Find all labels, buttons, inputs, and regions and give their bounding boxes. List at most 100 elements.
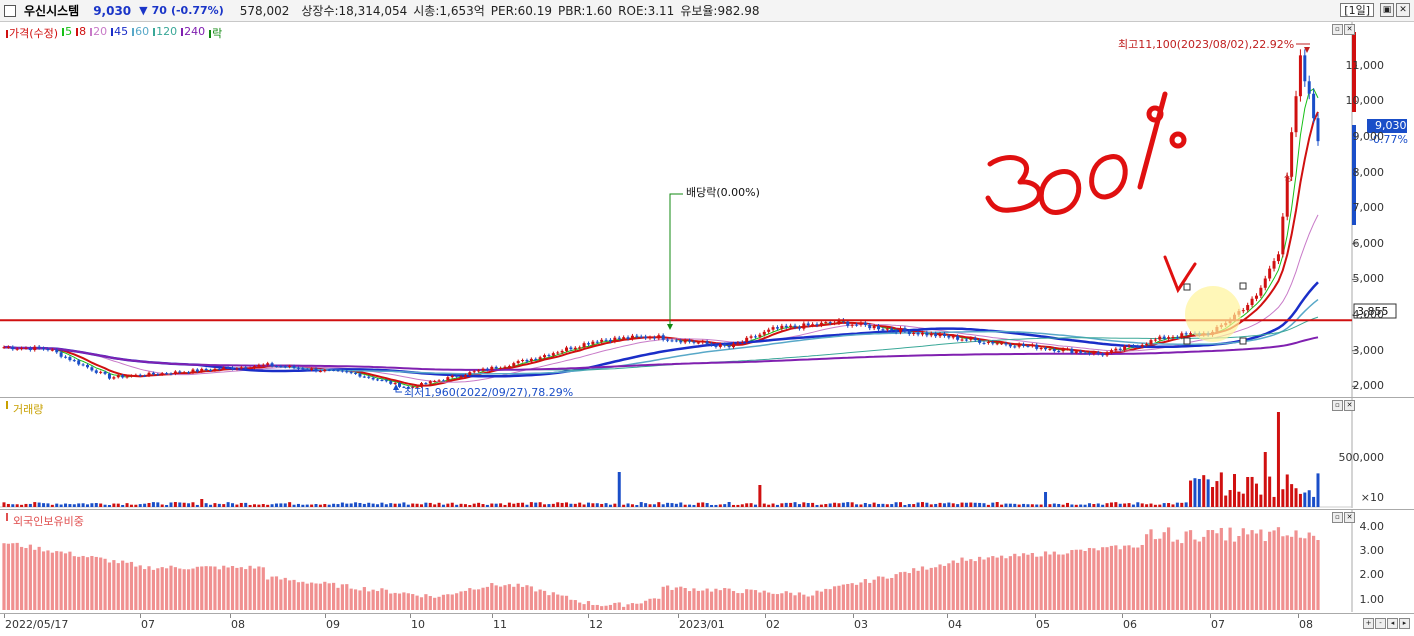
foreign-bar (340, 584, 344, 610)
foreign-bar (107, 562, 112, 610)
volume-panel[interactable]: 거래량 ▫ ✕ 500,000 ×10 (0, 397, 1414, 509)
candle (674, 340, 678, 342)
candle (811, 324, 815, 326)
stock-name[interactable]: 우신시스템 (24, 4, 80, 18)
foreign-bar (872, 579, 876, 610)
candle (1153, 339, 1157, 341)
volume-bar (881, 503, 885, 507)
foreign-bar (1021, 553, 1026, 610)
roe-value: ROE:3.11 (618, 3, 675, 18)
reset-icon[interactable]: ▸ (1399, 618, 1410, 629)
restore-icon[interactable]: ▣ (1380, 3, 1394, 17)
candle (503, 366, 507, 368)
candle (279, 366, 283, 368)
candle (551, 353, 555, 356)
panel-close-icon[interactable]: ✕ (1344, 512, 1355, 523)
candle (1039, 348, 1043, 350)
foreign-bar (591, 605, 595, 610)
candle (745, 337, 749, 342)
candle (560, 350, 564, 353)
price-tick: 4,000 (1352, 308, 1385, 322)
volume-bar (340, 502, 344, 507)
volume-bar (160, 504, 164, 507)
foreign-bar (1232, 541, 1237, 610)
price-panel[interactable]: 가격(수정) 5 8 20 45 60 120 240 락 ▫ ✕ 최고11,100(2023/… (0, 22, 1414, 399)
volume-bar (916, 502, 920, 507)
candle (797, 327, 801, 329)
foreign-bar (1109, 545, 1114, 610)
price-legend-item[interactable]: 가격(수정) (6, 25, 58, 41)
volume-bar (419, 504, 423, 507)
select-checkbox[interactable] (4, 4, 16, 17)
market-cap: 시총:1,653억 (413, 4, 485, 18)
foreign-bar (973, 561, 977, 610)
zoom-out-icon[interactable]: - (1375, 618, 1386, 629)
price-legend-item[interactable]: 8 (76, 25, 86, 41)
volume-bar (907, 504, 911, 507)
foreign-bar (226, 567, 230, 610)
candle (925, 332, 929, 336)
panel-close-icon[interactable]: ✕ (1344, 400, 1355, 411)
x-tick-label: 06 (1123, 618, 1137, 631)
price-legend-item[interactable]: 45 (111, 25, 128, 41)
zoom-in-icon[interactable]: + (1363, 618, 1374, 629)
candle (582, 343, 586, 348)
foreign-bar (767, 592, 771, 610)
panel-close-icon[interactable]: ✕ (1344, 24, 1355, 35)
volume-bar (899, 502, 903, 507)
foreign-bar (1118, 549, 1122, 610)
foreign-ownership-chart (2, 510, 1353, 612)
panel-restore-icon[interactable]: ▫ (1332, 512, 1343, 523)
foreign-bar (472, 589, 476, 610)
volume-bar (1096, 503, 1100, 507)
foreign-bar (274, 576, 279, 610)
panel-restore-icon[interactable]: ▫ (1332, 400, 1343, 411)
volume-bar (6, 503, 10, 507)
foreign-bar (1127, 545, 1131, 610)
foreign-bar (239, 567, 243, 610)
price-legend-item[interactable]: 20 (90, 25, 107, 41)
price-legend-item[interactable]: 60 (132, 25, 149, 41)
volume-bar (767, 504, 771, 507)
volume-bar (1272, 496, 1276, 507)
volume-bar (450, 502, 454, 507)
foreign-bar (477, 589, 481, 610)
price-legend-item[interactable]: 240 (181, 25, 205, 41)
price-legend-item[interactable]: 5 (62, 25, 72, 41)
foreign-bar (797, 592, 802, 610)
candle (283, 366, 287, 368)
candle (195, 369, 199, 372)
foreign-ownership-panel[interactable]: 외국인보유비중 ▫ ✕ 4.00 3.00 2.00 1.00 (0, 509, 1414, 613)
foreign-bar (459, 591, 463, 610)
volume-value: 578,002 (239, 3, 290, 18)
candle (85, 364, 89, 368)
legend-label: 가격(수정) (9, 27, 59, 40)
candle (1184, 333, 1188, 335)
volume-bar (925, 502, 929, 507)
candle (819, 322, 823, 326)
price-legend-item[interactable]: 락 (209, 25, 222, 41)
candle (37, 346, 41, 349)
candle (507, 366, 511, 368)
close-icon[interactable]: ✕ (1396, 3, 1410, 17)
candle (1263, 278, 1267, 288)
scroll-icon[interactable]: ◂ (1387, 618, 1398, 629)
foreign-bar (705, 588, 709, 610)
foreign-bar (112, 560, 116, 610)
candle (1114, 348, 1118, 351)
period-selector[interactable]: [1일] (1340, 3, 1374, 17)
foreign-bar (1030, 553, 1034, 610)
foreign-bar (402, 592, 406, 610)
foreign-bar (446, 594, 450, 610)
volume-bar (231, 503, 235, 507)
foreign-bar (46, 550, 50, 610)
panel-restore-icon[interactable]: ▫ (1332, 24, 1343, 35)
volume-bar (121, 504, 125, 507)
foreign-bar (1008, 556, 1012, 610)
price-legend-item[interactable]: 120 (153, 25, 177, 41)
volume-bar (1127, 503, 1131, 507)
candle (472, 371, 476, 373)
foreign-bar (670, 589, 674, 610)
volume-bar (191, 502, 195, 507)
volume-bar (103, 504, 107, 507)
